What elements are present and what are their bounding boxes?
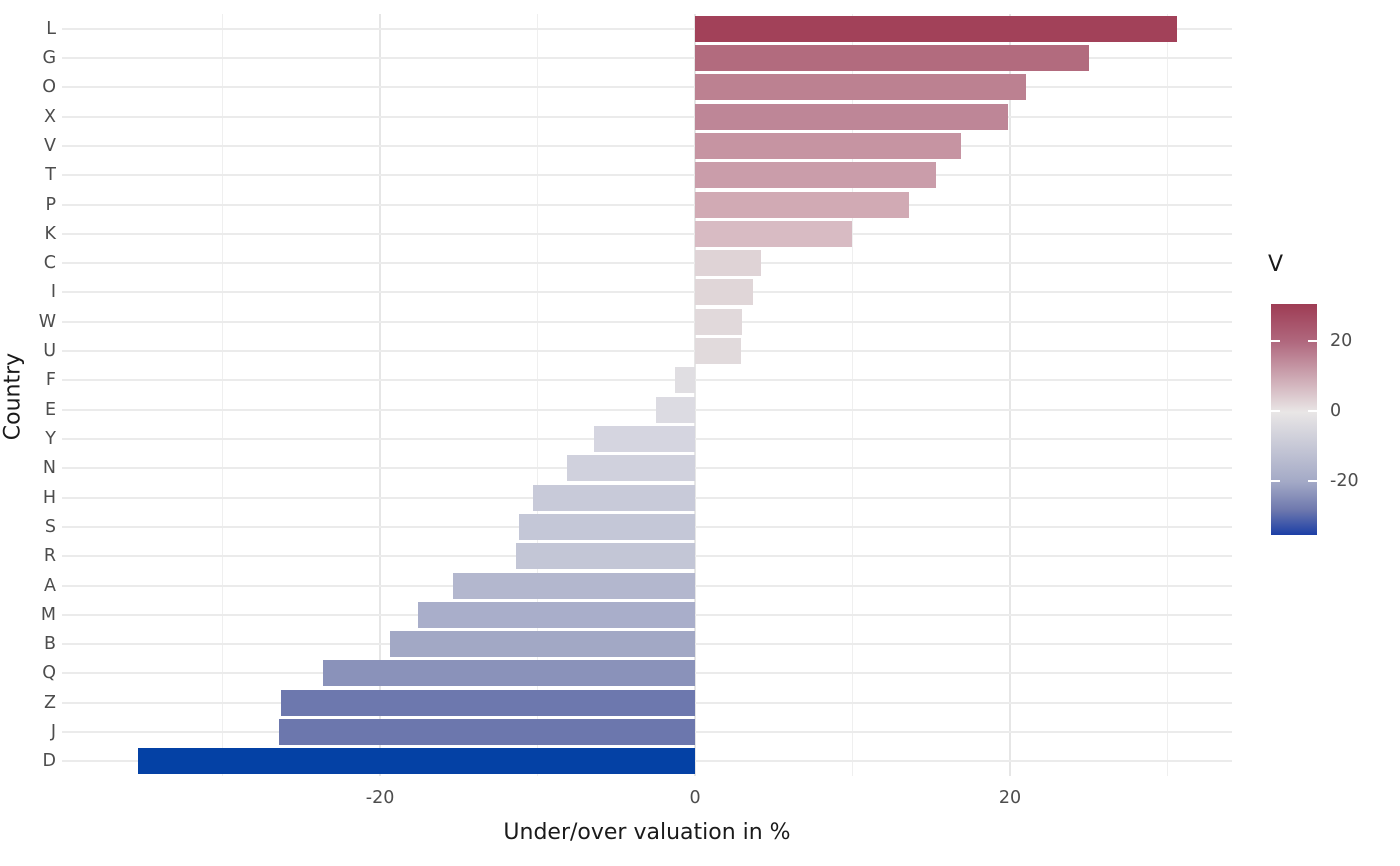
colorbar-tick-mark — [1271, 410, 1280, 413]
y-tick-label-U: U — [43, 341, 56, 362]
bar-S — [518, 513, 696, 540]
row-gridline — [62, 291, 1232, 294]
bar-F — [674, 367, 696, 394]
legend-tick-label-20: 20 — [1330, 331, 1353, 352]
row-gridline — [62, 56, 1232, 59]
row-gridline — [62, 115, 1232, 118]
bar-H — [532, 484, 696, 511]
x-tick-label-0: 0 — [689, 788, 701, 808]
y-tick-label-W: W — [38, 311, 56, 332]
y-tick-label-I: I — [50, 282, 56, 303]
row-gridline — [62, 262, 1232, 265]
y-tick-label-B: B — [43, 634, 56, 655]
row-gridline — [62, 203, 1232, 206]
y-tick-label-C: C — [43, 253, 56, 274]
y-tick-label-A: A — [44, 575, 56, 596]
minor-gridline — [851, 14, 853, 776]
x-tick-label--20: -20 — [365, 788, 395, 808]
plot-panel — [62, 14, 1232, 776]
row-gridline — [62, 27, 1232, 30]
x-axis-title: Under/over valuation in % — [503, 820, 791, 845]
y-tick-label-N: N — [42, 458, 56, 479]
minor-gridline — [1166, 14, 1168, 776]
major-gridline — [694, 14, 697, 776]
bar-P — [695, 191, 910, 218]
minor-gridline — [222, 14, 224, 776]
bar-J — [279, 719, 696, 746]
colorbar-tick-mark — [1271, 480, 1280, 483]
bar-M — [417, 601, 696, 628]
bar-W — [695, 308, 743, 335]
bar-K — [695, 220, 853, 247]
y-tick-label-Y: Y — [45, 428, 56, 449]
colorbar-tick-mark — [1308, 410, 1317, 413]
legend: V 20 0 -20 — [1245, 240, 1400, 570]
bar-T — [695, 162, 936, 189]
y-tick-label-Q: Q — [42, 663, 56, 684]
bar-Z — [280, 689, 696, 716]
y-tick-label-D: D — [42, 751, 56, 772]
bar-C — [695, 250, 762, 277]
bar-O — [695, 74, 1026, 101]
bar-R — [515, 543, 695, 570]
bar-L — [695, 15, 1177, 42]
bar-X — [695, 103, 1009, 130]
y-axis-title: Country — [0, 352, 26, 441]
y-tick-label-S: S — [44, 516, 56, 537]
y-tick-label-F: F — [45, 370, 56, 391]
major-gridline — [1008, 14, 1011, 776]
y-tick-label-V: V — [44, 135, 56, 156]
colorbar-tick-mark — [1308, 480, 1317, 483]
row-gridline — [62, 174, 1232, 177]
y-tick-label-E: E — [44, 399, 56, 420]
bar-V — [695, 132, 962, 159]
y-tick-label-O: O — [42, 77, 56, 98]
x-tick-label-20: 20 — [998, 788, 1022, 808]
minor-gridline — [537, 14, 539, 776]
row-gridline — [62, 232, 1232, 235]
bar-B — [389, 631, 696, 658]
legend-tick-label-0: 0 — [1330, 401, 1342, 422]
y-tick-label-L: L — [46, 18, 56, 39]
bar-Y — [594, 425, 695, 452]
y-tick-label-T: T — [45, 165, 56, 186]
row-gridline — [62, 350, 1232, 353]
y-tick-label-Z: Z — [44, 692, 56, 713]
row-gridline — [62, 408, 1232, 411]
y-tick-label-H: H — [42, 487, 56, 508]
row-gridline — [62, 144, 1232, 147]
colorbar-tick-mark — [1308, 340, 1317, 343]
colorbar-tick-mark — [1271, 340, 1280, 343]
row-gridline — [62, 86, 1232, 89]
major-gridline — [379, 14, 382, 776]
y-tick-label-J: J — [50, 722, 56, 743]
row-gridline — [62, 379, 1232, 382]
legend-colorbar — [1271, 304, 1317, 535]
bar-G — [695, 44, 1089, 71]
legend-tick-label--20: -20 — [1330, 471, 1359, 492]
bar-E — [655, 396, 696, 423]
y-tick-label-G: G — [42, 47, 56, 68]
y-tick-label-R: R — [43, 546, 56, 567]
y-tick-label-K: K — [44, 223, 56, 244]
bar-I — [695, 279, 754, 306]
bar-Q — [323, 660, 696, 687]
legend-title: V — [1268, 252, 1284, 277]
y-tick-label-P: P — [45, 194, 56, 215]
bar-D — [137, 748, 696, 775]
bar-N — [567, 455, 696, 482]
y-tick-label-M: M — [40, 604, 56, 625]
bar-U — [695, 338, 741, 365]
row-gridline — [62, 320, 1232, 323]
y-tick-label-X: X — [44, 106, 56, 127]
bar-A — [452, 572, 696, 599]
